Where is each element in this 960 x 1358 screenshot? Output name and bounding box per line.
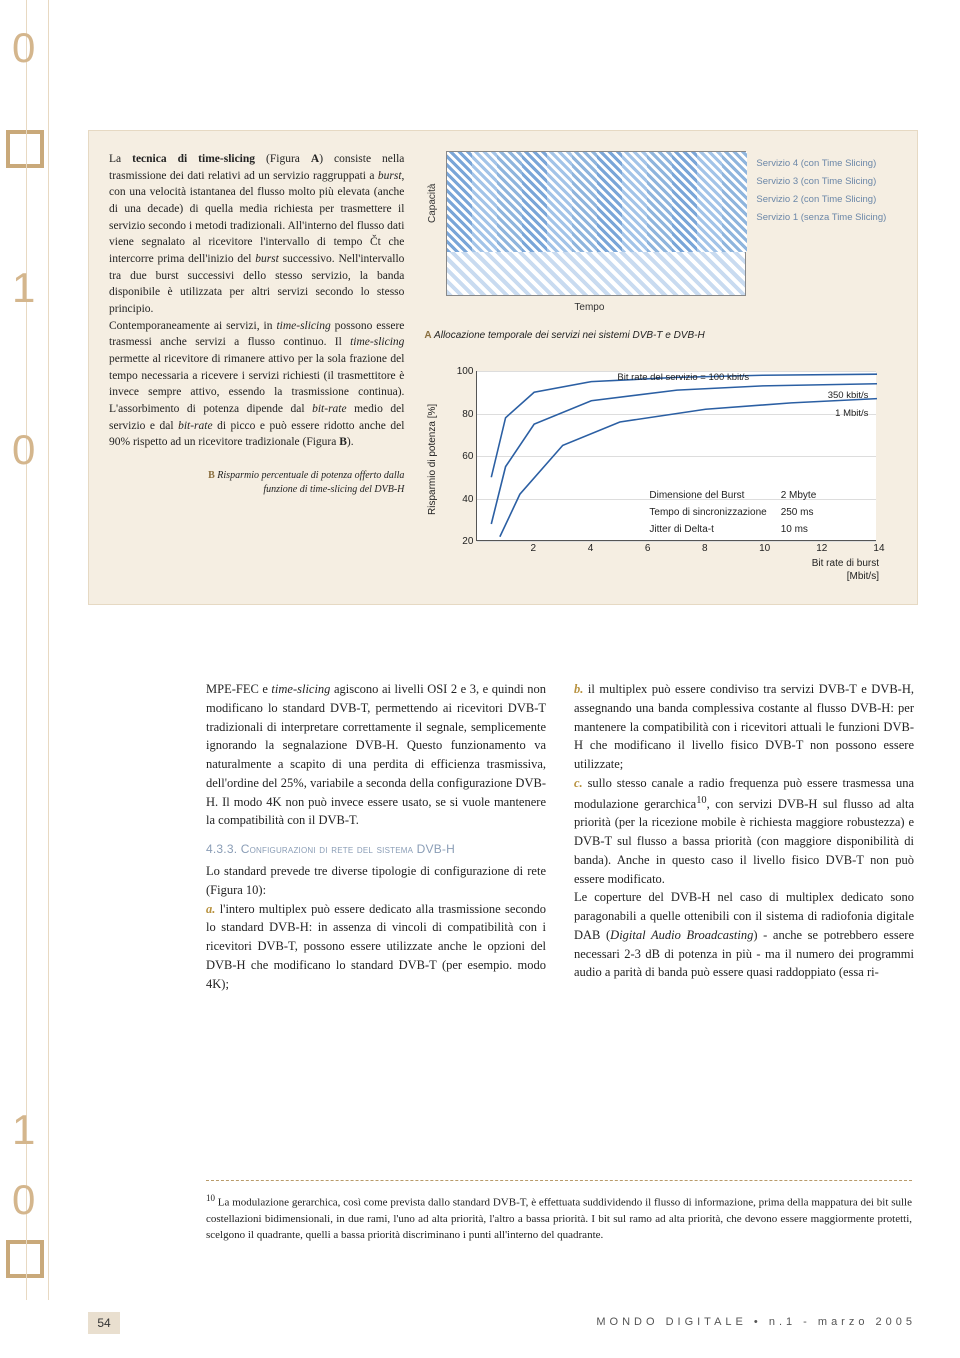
page-footer: 54 MONDO DIGITALE • n.1 - marzo 2005 xyxy=(88,1312,916,1334)
chart-b-area: 204060801002468101214Bit rate del serviz… xyxy=(476,371,876,541)
chart-a-area xyxy=(446,151,746,296)
footnote: 10 La modulazione gerarchica, così come … xyxy=(206,1192,912,1243)
chart-a-xlabel: Tempo xyxy=(574,301,604,316)
chart-a-caption: A Allocazione temporale dei servizi nei … xyxy=(424,329,704,344)
chart-a: Capacità Tempo Servizio 4 (con Time Slic… xyxy=(424,151,899,351)
charts-area: Capacità Tempo Servizio 4 (con Time Slic… xyxy=(424,151,899,580)
page-sidebar: 01010 xyxy=(0,0,72,1358)
col2-para: b. il multiplex può essere condiviso tra… xyxy=(574,680,914,982)
page-number: 54 xyxy=(88,1312,120,1334)
body-columns: MPE-FEC e time-slicing agiscono ai livel… xyxy=(206,680,914,993)
column-right: b. il multiplex può essere condiviso tra… xyxy=(574,680,914,993)
callout-text: La tecnica di time-slicing (Figura A) co… xyxy=(109,151,404,580)
column-left: MPE-FEC e time-slicing agiscono ai livel… xyxy=(206,680,546,993)
chart-b: Risparmio di potenza [%] 204060801002468… xyxy=(424,365,899,580)
footnote-separator xyxy=(206,1180,912,1181)
chart-a-legend: Servizio 4 (con Time Slicing)Servizio 3 … xyxy=(756,155,886,227)
chart-b-x-note: Bit rate di burst[Mbit/s] xyxy=(812,557,879,583)
col1-para1: MPE-FEC e time-slicing agiscono ai livel… xyxy=(206,680,546,830)
chart-b-ylabel: Risparmio di potenza [%] xyxy=(426,404,441,515)
callout-box: La tecnica di time-slicing (Figura A) co… xyxy=(88,130,918,605)
section-heading: 4.3.3. Configurazioni di rete del sistem… xyxy=(206,840,546,858)
journal-info: MONDO DIGITALE • n.1 - marzo 2005 xyxy=(596,1315,916,1331)
col1-para2: Lo standard prevede tre diverse tipologi… xyxy=(206,862,546,993)
callout-paragraph: La tecnica di time-slicing (Figura A) co… xyxy=(109,151,404,451)
caption-b: B Risparmio percentuale di potenza offer… xyxy=(109,469,404,497)
chart-a-ylabel: Capacità xyxy=(426,184,441,223)
